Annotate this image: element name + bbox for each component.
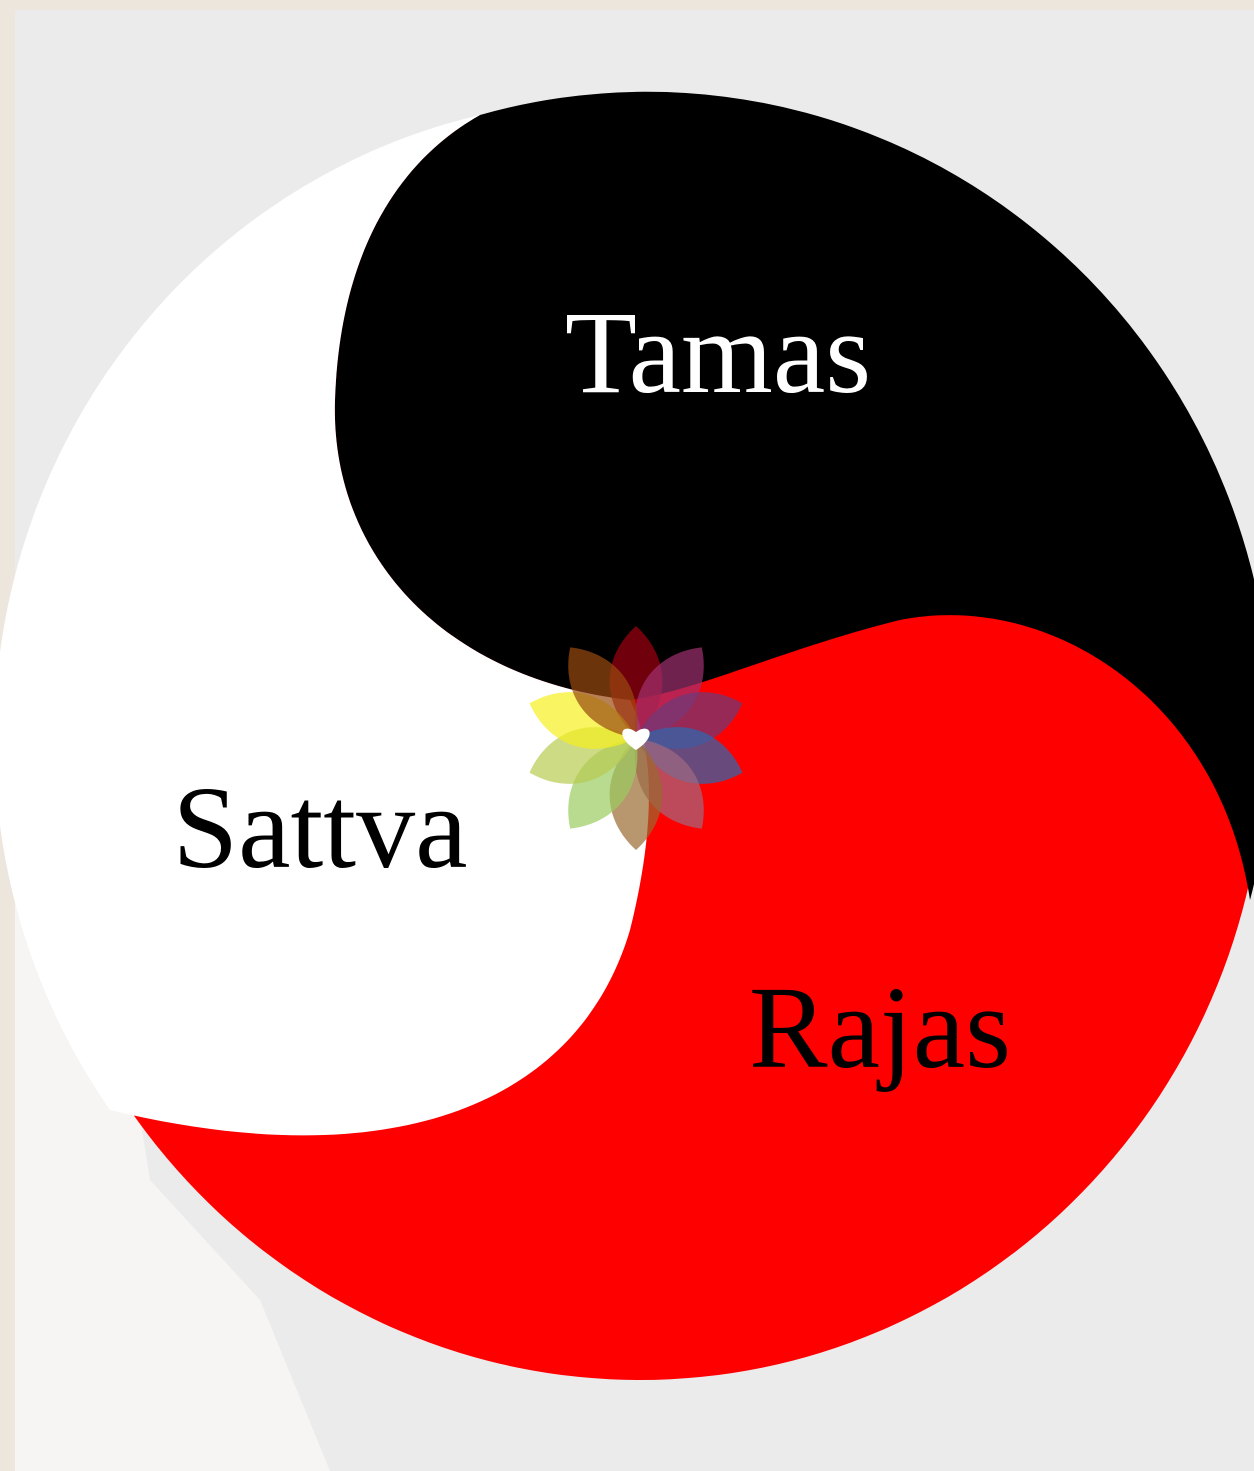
rajas-label: Rajas (749, 962, 1011, 1093)
page: Tamas Sattva Rajas (() => { const data =… (0, 0, 1254, 1471)
sattva-label: Sattva (173, 762, 468, 893)
tamas-label: Tamas (565, 287, 871, 418)
gunas-diagram: Tamas Sattva Rajas (0, 0, 1254, 1471)
